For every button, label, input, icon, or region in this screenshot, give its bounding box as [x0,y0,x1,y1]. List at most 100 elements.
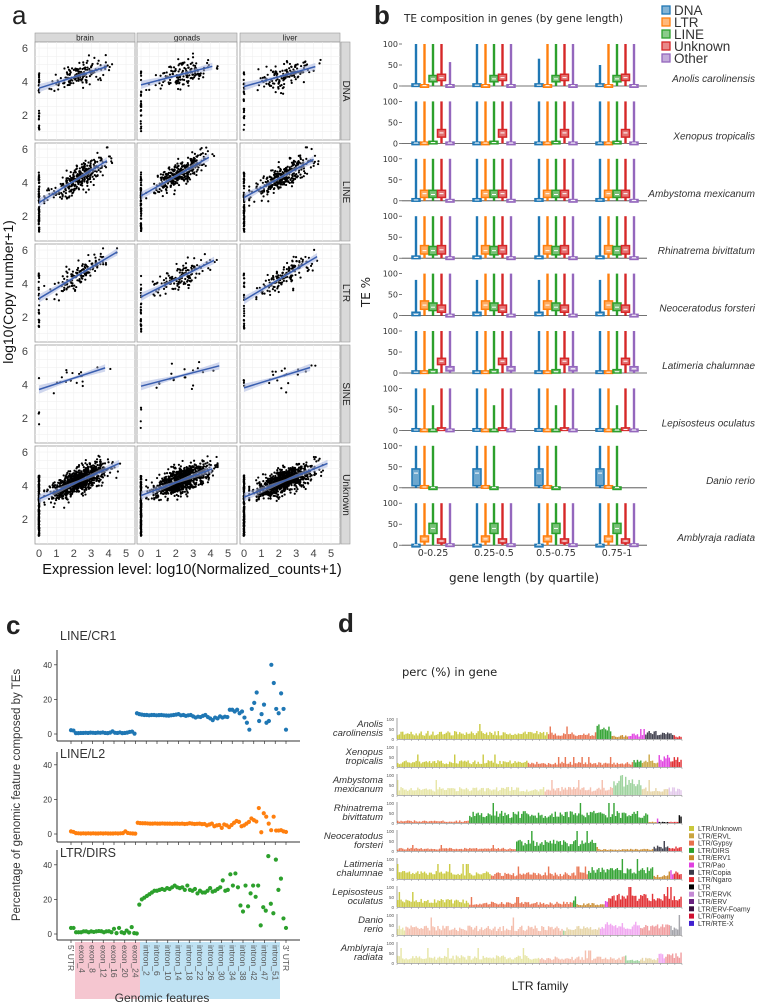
data-point [187,66,190,69]
x-tick-label: 1 [53,548,59,560]
data-point [76,279,79,282]
data-point [154,496,157,499]
data-point [173,282,176,285]
data-point [80,462,83,465]
data-point [147,498,150,501]
data-point [181,473,184,476]
data-point [301,159,305,162]
data-point [261,473,265,476]
data-point [176,269,179,272]
data-point [37,286,40,289]
data-point [37,517,41,520]
data-point [195,466,198,469]
data-point [266,289,269,292]
data-point [243,174,246,177]
x-tick-label: 1 [258,548,264,560]
data-point [173,463,176,466]
data-point [69,82,72,85]
data-point [89,66,93,69]
data-point [75,467,78,470]
data-point [77,78,80,81]
data-point [284,69,287,72]
data-point [204,164,207,167]
x-tick-label: 0 [36,548,42,560]
data-point [255,298,258,301]
data-point [82,61,85,64]
data-point [84,466,88,470]
data-point [84,159,87,162]
data-point [177,167,180,171]
data-point [191,151,194,154]
data-point [86,486,90,489]
data-point [139,225,143,228]
data-point [173,189,176,192]
data-point [303,171,307,175]
data-point [68,69,71,72]
data-point [145,485,148,488]
data-point [285,60,289,63]
data-point [60,376,63,379]
data-point [242,117,246,120]
data-point [37,377,41,380]
data-point [139,109,142,112]
data-point [140,287,143,290]
data-point [37,490,41,493]
data-point [206,481,210,484]
data-point [103,462,107,465]
data-point [85,79,88,82]
data-point [53,298,56,301]
data-point [314,364,317,367]
data-point [290,185,294,188]
data-point [100,475,103,478]
data-point [164,188,168,191]
data-point [139,482,142,485]
data-point [65,179,68,182]
data-point [50,88,53,91]
data-point [182,264,185,267]
data-point [255,287,259,290]
data-point [243,227,246,231]
data-point [37,114,41,118]
data-point [82,63,85,66]
data-point [48,485,51,488]
data-point [59,494,62,497]
data-point [176,162,179,165]
data-point [194,464,198,467]
facet-SINE-liver [239,344,341,444]
data-point [79,371,83,374]
data-point [37,188,40,191]
data-point [106,474,109,478]
data-point [191,77,194,80]
data-point [145,197,148,200]
data-point [37,274,41,278]
facet-LTR-gonads [136,243,238,343]
data-point [99,77,102,80]
data-point [86,68,89,71]
data-point [82,268,85,271]
data-point [158,190,161,194]
data-point [70,273,73,276]
facet-label-gonads: gonads [174,34,200,43]
data-point [92,158,96,161]
regression-line [140,156,210,197]
data-point [139,514,143,517]
data-point [66,271,69,275]
data-point [206,461,209,464]
data-point [242,318,245,322]
data-point [154,192,157,195]
data-point [182,75,185,78]
data-point [55,497,58,500]
data-point [139,518,142,521]
data-point [242,110,245,114]
data-point [43,501,46,504]
data-point [76,487,79,490]
data-point [273,176,276,179]
data-point [277,172,280,175]
data-point [37,311,41,314]
data-point [295,176,298,179]
data-point [70,488,73,491]
data-point [285,178,288,181]
facet-label-LTR: LTR [340,284,351,302]
x-tick-label: 4 [208,548,214,560]
